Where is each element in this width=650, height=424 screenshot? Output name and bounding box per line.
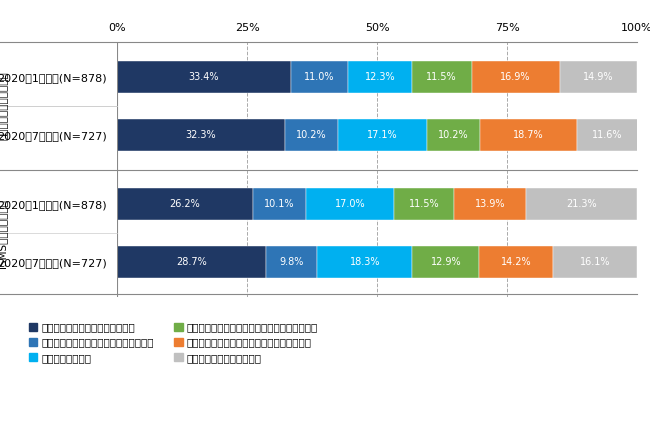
Text: 11.5%: 11.5% (409, 199, 439, 209)
Legend: 取得済みであり、今後も継続予定, 取得済みだが、今後の継続はしない予定, 今後取得する予定, 取得予定はないが、制度内容を参考にしている, 取得予定はないが、制: 取得済みであり、今後も継続予定, 取得済みだが、今後の継続はしない予定, 今後取… (29, 322, 318, 363)
Bar (266, 246, 317, 278)
Bar (394, 188, 454, 220)
Bar (117, 188, 254, 220)
Text: 11.0%: 11.0% (304, 72, 335, 82)
Text: 11.6%: 11.6% (592, 130, 623, 140)
Bar (291, 61, 348, 93)
Bar (412, 61, 472, 93)
Bar (480, 119, 577, 151)
Text: 14.9%: 14.9% (583, 72, 614, 82)
Text: 10.2%: 10.2% (438, 130, 469, 140)
Text: 16.1%: 16.1% (580, 257, 610, 267)
Text: 18.3%: 18.3% (350, 257, 380, 267)
Text: ISMS適合性評価制度: ISMS適合性評価制度 (0, 199, 8, 268)
Bar (117, 246, 266, 278)
Bar (577, 119, 638, 151)
Text: 12.3%: 12.3% (365, 72, 395, 82)
Bar (317, 246, 412, 278)
Bar (472, 61, 560, 93)
Bar (526, 188, 637, 220)
Bar (306, 188, 394, 220)
Bar (412, 246, 480, 278)
Text: 21.3%: 21.3% (566, 199, 597, 209)
Text: 10.1%: 10.1% (265, 199, 294, 209)
Text: 11.5%: 11.5% (426, 72, 457, 82)
Bar (117, 119, 285, 151)
Bar (560, 61, 637, 93)
Bar (480, 246, 553, 278)
Text: 9.8%: 9.8% (280, 257, 304, 267)
Text: 14.2%: 14.2% (501, 257, 532, 267)
Text: 16.9%: 16.9% (500, 72, 531, 82)
Text: 18.7%: 18.7% (514, 130, 544, 140)
Bar (117, 61, 291, 93)
Text: 26.2%: 26.2% (170, 199, 200, 209)
Bar (285, 119, 338, 151)
Text: 28.7%: 28.7% (176, 257, 207, 267)
Bar (427, 119, 480, 151)
Bar (348, 61, 412, 93)
Text: 17.1%: 17.1% (367, 130, 398, 140)
Text: 32.3%: 32.3% (186, 130, 216, 140)
Text: 13.9%: 13.9% (475, 199, 505, 209)
Text: 12.9%: 12.9% (430, 257, 461, 267)
Text: 10.2%: 10.2% (296, 130, 327, 140)
Bar (254, 188, 306, 220)
Bar (454, 188, 526, 220)
Text: 33.4%: 33.4% (188, 72, 219, 82)
Bar (338, 119, 427, 151)
Bar (553, 246, 637, 278)
Text: プライバシーマーク制度: プライバシーマーク制度 (0, 72, 8, 140)
Text: 17.0%: 17.0% (335, 199, 365, 209)
